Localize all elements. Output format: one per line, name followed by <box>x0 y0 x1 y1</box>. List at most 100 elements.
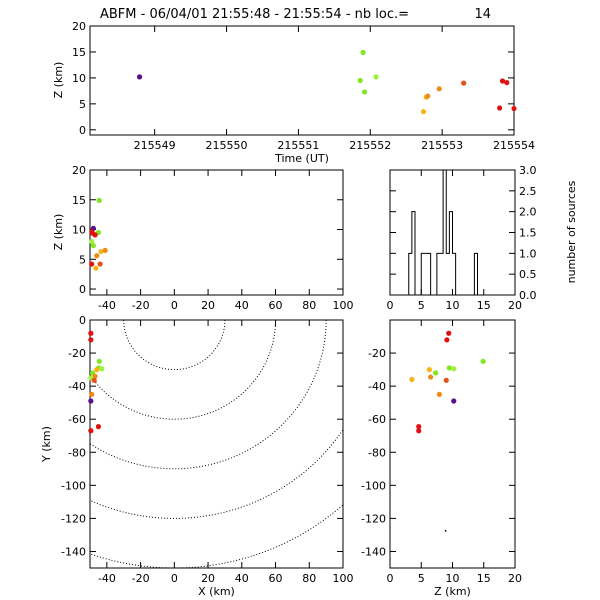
y-tick-label: 15 <box>72 194 86 207</box>
z_y-x-axis-title: Z (km) <box>434 585 471 598</box>
time_z-point-5 <box>420 109 427 115</box>
x_z-point-5 <box>93 265 99 271</box>
x_z-point-3 <box>90 242 96 249</box>
histogram-panel: 0 5 10 15 200.0 0.5 1.0 1.5 2.0 2.5 3.0 number of s… <box>387 164 579 312</box>
x-tick-label: 100 <box>333 299 354 312</box>
time_z-panel: 215549 215550 215551 215552 215553 215554 0 5 10… <box>52 20 535 165</box>
y-tick-label: 2.0 <box>519 206 537 219</box>
range-ring-0 <box>123 320 226 371</box>
y-tick-label: 10 <box>72 224 86 237</box>
time_z-point-3 <box>361 89 368 95</box>
x-tick-label: -40 <box>98 572 116 585</box>
time_z-point-12 <box>504 79 510 86</box>
x-tick-label: 5 <box>418 299 425 312</box>
z_y-point-0 <box>446 330 452 336</box>
x_y-point-12 <box>95 424 102 430</box>
time_z-point-1 <box>357 77 363 84</box>
x_y-point-13 <box>88 428 94 434</box>
histogram-y-axis-title: number of sources <box>565 180 578 283</box>
x_y-point-5 <box>94 367 100 373</box>
z_y-point-5 <box>426 367 432 373</box>
x-tick-label: 215551 <box>277 139 319 152</box>
station-marker <box>444 529 447 532</box>
y-tick-label: -80 <box>68 446 86 459</box>
x-tick-label: 20 <box>201 572 215 585</box>
z_y-point-1 <box>444 337 450 343</box>
x-tick-label: 60 <box>269 572 283 585</box>
y-tick-label: -60 <box>368 413 386 426</box>
x_z-point-9 <box>97 261 103 267</box>
x-tick-label: 15 <box>477 299 491 312</box>
histogram-bar-12 <box>446 253 449 295</box>
range-rings <box>90 320 343 568</box>
x_z-point-10 <box>89 261 95 267</box>
y-tick-label: -40 <box>68 380 86 393</box>
x-tick-label: 60 <box>269 299 283 312</box>
x-tick-label: 0 <box>171 572 178 585</box>
x_y-point-9 <box>91 377 97 383</box>
x-tick-label: 80 <box>302 299 316 312</box>
y-tick-label: 15 <box>72 46 86 59</box>
x_y-point-10 <box>89 391 95 397</box>
histogram-step <box>408 169 484 296</box>
x-tick-label: 100 <box>333 572 354 585</box>
time_z-point-4 <box>373 74 379 80</box>
time_z-frame <box>89 25 515 136</box>
x-tick-label: 10 <box>446 299 460 312</box>
x-tick-label: 40 <box>235 572 249 585</box>
x_y-point-7 <box>92 373 98 379</box>
y-tick-label: 20 <box>72 20 86 33</box>
histogram-bar-13 <box>449 212 452 295</box>
histogram-bar-5 <box>424 253 427 295</box>
y-tick-label: 2.5 <box>519 185 537 198</box>
x-tick-label: 215549 <box>134 139 176 152</box>
time_z-point-0 <box>136 74 143 80</box>
time_z-point-10 <box>497 105 503 111</box>
histogram-bar-0 <box>409 253 412 295</box>
z_y-point-2 <box>480 358 486 364</box>
y-tick-label: -100 <box>361 479 386 492</box>
histogram-bar-9 <box>437 253 440 295</box>
x_z-point-6 <box>98 248 104 255</box>
x-tick-label: 0 <box>387 299 394 312</box>
z_y-point-4 <box>451 366 457 372</box>
x-tick-label: 0 <box>387 572 394 585</box>
x_y-panel: -40 -20 0 20 40 60 80 100 0 -20 -40 -60 -80 -100 -120 -… <box>40 314 354 598</box>
y-tick-label: -20 <box>368 347 386 360</box>
x-tick-label: 40 <box>235 299 249 312</box>
x_z-panel: -40 -20 0 20 40 60 80 100 0 5 10 15 20 Z (km) <box>52 164 354 312</box>
figure-title: ABFM - 06/04/01 21:55:48 - 21:55:54 - nb… <box>100 7 409 22</box>
x-tick-label: 215550 <box>206 139 248 152</box>
x_z-point-12 <box>92 232 98 238</box>
x-tick-label: 20 <box>201 299 215 312</box>
y-tick-label: 0 <box>79 314 86 327</box>
x-tick-label: 5 <box>418 572 425 585</box>
z_y-panel: 0 5 10 15 20 -20 -40 -60 -80 -100 -120 -140 Z (km) <box>361 319 522 598</box>
x_y-point-1 <box>88 337 94 343</box>
x_y-x-axis-title: X (km) <box>198 585 235 598</box>
figure-title-count: 14 <box>474 7 491 22</box>
histogram-bar-11 <box>443 170 446 295</box>
x_z-point-7 <box>102 247 108 253</box>
y-tick-label: -120 <box>61 512 86 525</box>
x_y-point-4 <box>99 366 105 372</box>
x_y-point-2 <box>96 358 102 364</box>
z_y-frame <box>389 319 516 569</box>
y-tick-label: 0.5 <box>519 268 537 281</box>
x_z-frame <box>89 169 344 296</box>
y-tick-label: -60 <box>68 413 86 426</box>
x_z-point-8 <box>94 253 100 259</box>
x-tick-label: 20 <box>508 299 522 312</box>
x-tick-label: -20 <box>132 299 150 312</box>
x_y-point-11 <box>88 398 94 404</box>
histogram-bar-10 <box>440 253 443 295</box>
time_z-y-axis-title: Z (km) <box>52 62 65 99</box>
z_y-point-11 <box>451 398 457 404</box>
y-tick-label: 10 <box>72 72 86 85</box>
x_y-point-0 <box>88 330 94 336</box>
z_y-point-13 <box>416 428 422 434</box>
x-tick-label: -40 <box>98 299 116 312</box>
y-tick-label: -100 <box>61 479 86 492</box>
